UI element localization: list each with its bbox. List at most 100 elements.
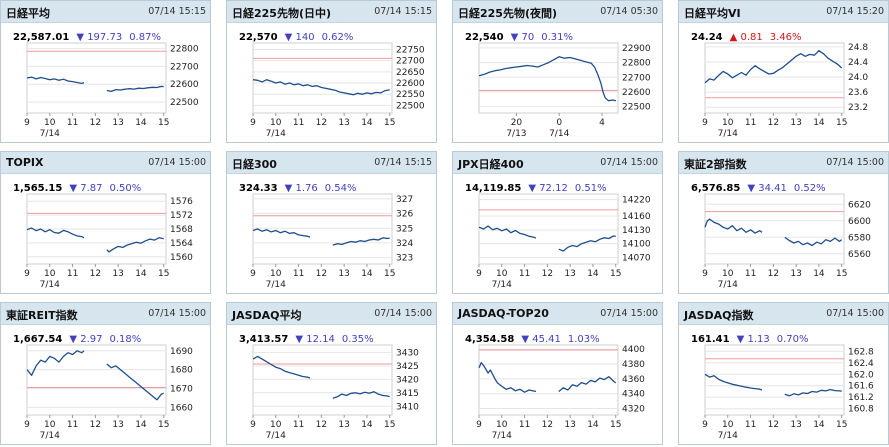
index-card[interactable]: JASDAQ-TOP20 07/14 15:00 4,354.58 ▼ 45.41 1.… [452, 302, 663, 445]
change-percent: 0.87% [129, 32, 161, 43]
index-card[interactable]: 東証2部指数 07/14 15:00 6,576.85 ▼ 34.41 0.52% 662… [678, 151, 889, 294]
index-card[interactable]: 日経225先物(夜間) 07/14 05:30 22,540 ▼ 70 0.31% 229… [452, 0, 663, 143]
y-tick-label: 22500 [622, 103, 651, 113]
price-series-line [26, 350, 85, 376]
plot-frame [704, 193, 845, 265]
card-header: 日経225先物(夜間) 07/14 05:30 [453, 1, 662, 23]
y-tick-label: 22500 [396, 101, 425, 111]
index-card[interactable]: 日経平均 07/14 15:15 22,587.01 ▼ 197.73 0.87% 228… [0, 0, 211, 143]
update-time: 07/14 15:00 [148, 308, 206, 319]
down-arrow-icon: ▼ [69, 334, 81, 345]
x-tick-label: 14 [587, 269, 599, 279]
index-title[interactable]: 日経225先物(夜間) [458, 7, 558, 20]
plot-frame [704, 344, 845, 416]
x-tick-label: 12 [768, 118, 779, 128]
index-card[interactable]: 日経225先物(日中) 07/14 15:15 22,570 ▼ 140 0.62% 22… [226, 0, 437, 143]
y-tick-label: 22900 [622, 44, 651, 54]
index-card[interactable]: 東証REIT指数 07/14 15:00 1,667.54 ▼ 2.97 0.18% 16… [0, 302, 211, 445]
update-time: 07/14 15:00 [600, 308, 658, 319]
x-tick-label: 15 [610, 420, 621, 430]
y-tick-label: 6560 [848, 250, 871, 260]
update-time: 07/14 15:20 [826, 6, 884, 17]
update-time: 07/14 05:30 [600, 6, 658, 17]
y-tick-label: 14100 [622, 240, 651, 250]
card-header: 日経300 07/14 15:15 [227, 152, 436, 174]
y-tick-label: 325 [396, 224, 413, 234]
price-series-line [784, 388, 842, 397]
plot-frame [704, 42, 845, 114]
x-tick-label: 9 [250, 420, 256, 430]
y-tick-label: 3430 [396, 348, 419, 358]
x-tick-label: 12 [90, 118, 101, 128]
x-tick-label: 13 [112, 420, 123, 430]
y-tick-label: 22650 [396, 68, 425, 78]
index-title[interactable]: JASDAQ指数 [684, 309, 754, 322]
index-card[interactable]: TOPIX 07/14 15:00 1,565.15 ▼ 7.87 0.50% 1576 1… [0, 151, 211, 294]
y-tick-label: 1660 [170, 403, 193, 413]
update-time: 07/14 15:00 [374, 308, 432, 319]
index-card[interactable]: JPX日経400 07/14 15:00 14,119.85 ▼ 72.12 0.51%… [452, 151, 663, 294]
index-title[interactable]: 日経平均VI [684, 7, 741, 20]
down-arrow-icon: ▼ [736, 334, 748, 345]
price-series-line [106, 85, 164, 93]
price-series-line [704, 50, 843, 84]
y-tick-label: 4320 [622, 405, 645, 415]
card-header: JASDAQ指数 07/14 15:00 [679, 303, 888, 325]
y-tick-label: 14070 [622, 254, 651, 264]
y-tick-label: 6600 [848, 217, 871, 227]
index-title[interactable]: JASDAQ平均 [232, 309, 302, 322]
y-tick-label: 160.8 [848, 405, 874, 415]
x-tick-label: 13 [112, 269, 123, 279]
index-title[interactable]: 日経平均 [6, 7, 50, 20]
x-tick-label: 14 [135, 420, 147, 430]
y-tick-label: 1572 [170, 211, 193, 221]
x-tick-label: 14 [361, 269, 373, 279]
x-tick-label: 10 [270, 269, 282, 279]
price-series-line [332, 391, 390, 399]
index-card[interactable]: JASDAQ平均 07/14 15:00 3,413.57 ▼ 12.14 0.35% 3… [226, 302, 437, 445]
x-tick-label: 12 [316, 118, 327, 128]
x-date-label: 7/14 [40, 431, 60, 441]
price-series-line [704, 373, 763, 391]
x-tick-label: 12 [768, 269, 779, 279]
card-header: 日経平均 07/14 15:15 [1, 1, 210, 23]
quote-line: 161.41 ▼ 1.13 0.70% [691, 334, 809, 345]
card-header: 東証REIT指数 07/14 15:00 [1, 303, 210, 325]
index-title[interactable]: 日経300 [232, 158, 277, 171]
change-value: ▼ 140 [285, 32, 315, 43]
y-tick-label: 22700 [622, 73, 651, 83]
index-title[interactable]: TOPIX [6, 156, 44, 169]
change-amount: 2.97 [80, 334, 103, 345]
x-tick-label: 11 [293, 269, 304, 279]
price-series-line [478, 361, 537, 393]
x-tick-label: 11 [519, 420, 530, 430]
x-tick-label: 10 [496, 420, 508, 430]
index-card[interactable]: JASDAQ指数 07/14 15:00 161.41 ▼ 1.13 0.70% 162.… [678, 302, 889, 445]
x-tick-label: 14 [361, 118, 373, 128]
index-title[interactable]: JASDAQ-TOP20 [458, 307, 549, 320]
index-title[interactable]: JPX日経400 [458, 158, 524, 171]
card-header: JASDAQ-TOP20 07/14 15:00 [453, 303, 662, 325]
index-card[interactable]: 日経平均VI 07/14 15:20 24.24 ▲ 0.81 3.46% 24.8 24.… [678, 0, 889, 143]
price-series-line [478, 225, 537, 239]
plot-frame [252, 344, 393, 416]
change-percent: 0.18% [109, 334, 142, 345]
down-arrow-icon: ▼ [69, 183, 81, 194]
y-tick-label: 161.6 [848, 382, 874, 392]
change-value: ▼ 45.41 [521, 334, 561, 345]
x-tick-label: 10 [496, 269, 508, 279]
down-arrow-icon: ▼ [284, 32, 296, 43]
change-amount: 34.41 [758, 183, 787, 194]
price-series-line [26, 76, 85, 85]
plot-frame [26, 344, 167, 416]
index-title[interactable]: 東証REIT指数 [6, 309, 78, 322]
index-title[interactable]: 東証2部指数 [684, 158, 747, 171]
x-tick-label: 12 [542, 269, 553, 279]
intraday-chart: 1690 1680 1670 1660 9 107/14 11 12 13 14 15 [24, 344, 193, 441]
x-date-label: 7/14 [266, 129, 286, 139]
x-tick-label: 10 [44, 420, 56, 430]
index-title[interactable]: 日経225先物(日中) [232, 7, 332, 20]
index-card[interactable]: 日経300 07/14 15:15 324.33 ▼ 1.76 0.54% 327 326 3… [226, 151, 437, 294]
intraday-chart: 4400 4380 4360 4340 4320 9 107/14 11 12 13 14 15 [476, 344, 645, 441]
change-amount: 1.13 [747, 334, 770, 345]
